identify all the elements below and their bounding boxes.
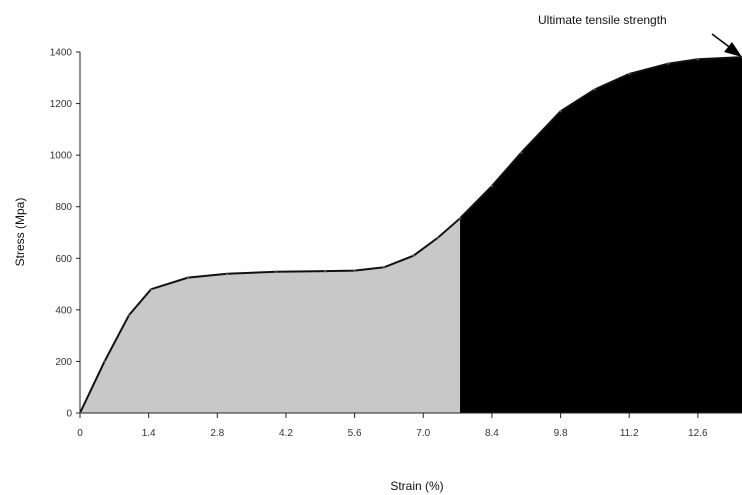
x-tick-label: 4.2	[279, 428, 293, 439]
data-point	[696, 58, 700, 61]
y-tick-label: 1200	[50, 99, 73, 110]
x-tick-label: 5.6	[348, 428, 362, 439]
x-tick-label: 8.4	[485, 428, 499, 439]
data-point	[458, 217, 462, 220]
annotation-arrowhead	[724, 42, 742, 57]
ultimate-tensile-strength-annotation: Ultimate tensile strength	[538, 13, 667, 27]
data-point	[490, 184, 494, 188]
y-tick-label: 1000	[50, 151, 73, 162]
data-point	[274, 270, 278, 273]
data-point	[667, 62, 670, 65]
data-point	[149, 288, 153, 291]
x-tick-label: 1.4	[142, 428, 156, 439]
data-point	[127, 313, 131, 317]
y-tick-label: 1400	[50, 48, 73, 59]
data-point	[436, 236, 440, 239]
series-lines	[78, 55, 742, 415]
data-point	[186, 276, 190, 279]
y-tick-label: 600	[55, 254, 72, 265]
y-tick-label: 400	[55, 305, 72, 316]
y-tick-label: 200	[55, 357, 72, 368]
y-tick-label: 0	[66, 409, 72, 420]
x-tick-label: 0	[77, 428, 83, 439]
data-point	[520, 151, 523, 154]
axes	[79, 52, 742, 414]
data-point	[103, 360, 106, 363]
data-point	[382, 266, 386, 269]
data-point	[559, 110, 562, 113]
data-point	[78, 411, 82, 415]
y-axis-title: Stress (Mpa)	[13, 198, 27, 267]
y-ticks: 0 200 400 600 800 1000 1200 1400	[50, 48, 80, 420]
data-point	[412, 254, 415, 257]
x-tick-label: 11.2	[620, 428, 639, 439]
data-point	[323, 269, 327, 273]
data-point	[225, 272, 229, 275]
x-tick-label: 7.0	[416, 428, 430, 439]
y-tick-label: 800	[55, 202, 72, 213]
x-tick-label: 9.8	[554, 428, 568, 439]
data-point	[593, 88, 597, 91]
x-tick-label: 12.6	[688, 428, 708, 439]
filled-regions	[80, 57, 742, 414]
data-point	[353, 269, 356, 272]
data-point	[628, 72, 631, 76]
x-axis-title: Strain (%)	[390, 479, 443, 493]
x-tick-label: 2.8	[210, 428, 224, 439]
hardening-region-fill	[460, 57, 742, 414]
elastic-plastic-region-fill	[80, 218, 461, 413]
x-ticks: 0 1.4 2.8 4.2 5.6 7.0 8.4 9.8 11.2 12.6	[77, 413, 708, 439]
